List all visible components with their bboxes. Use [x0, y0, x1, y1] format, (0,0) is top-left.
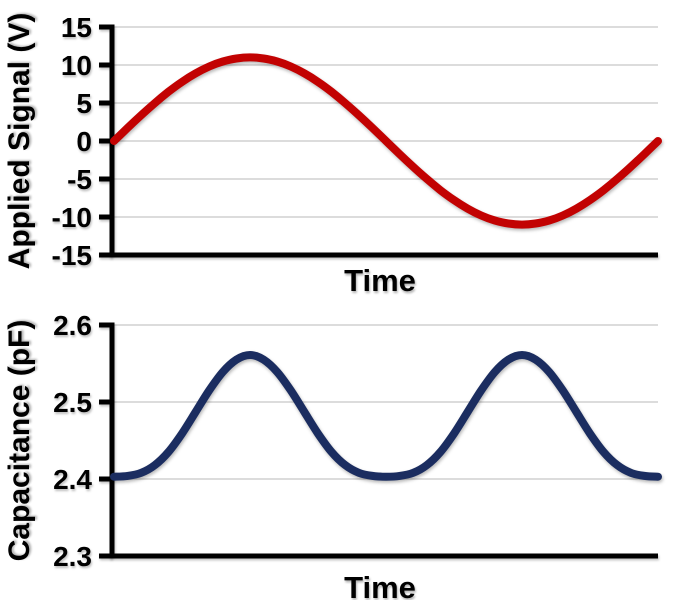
y-tick-label: 10	[61, 50, 92, 81]
y-tick-label: 0	[76, 126, 92, 157]
y-tick-label: 5	[76, 88, 92, 119]
y-tick-label: 2.4	[53, 464, 92, 495]
capacitance-chart: Capacitance (pF) 2.6 2.5 2.4 2.3 Time	[0, 300, 700, 600]
applied-signal-curve	[110, 53, 662, 229]
y-tick-label: 2.6	[53, 310, 92, 341]
x-axis-title-time-top: Time	[344, 263, 416, 298]
y-tick-label: -15	[52, 240, 92, 271]
capacitance-curve	[110, 351, 662, 481]
y-tick-label: 15	[61, 12, 92, 43]
y-tick-label: 2.5	[53, 387, 92, 418]
y-tick-label: 2.3	[53, 541, 92, 572]
y-tick-label: -5	[67, 164, 92, 195]
y-tick-label: -10	[52, 202, 92, 233]
applied-signal-plot-area: 15 10 5 0 -5 -10 -15	[52, 12, 662, 271]
applied-signal-chart: Applied Signal (V) 15 10 5 0 -5 -10 -15 Time	[3, 12, 662, 298]
x-axis-title-time-bottom: Time	[344, 570, 416, 600]
capacitance-plot-area: 2.6 2.5 2.4 2.3	[53, 310, 662, 572]
